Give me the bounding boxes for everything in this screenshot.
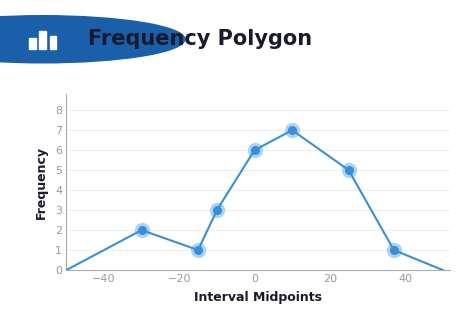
- Y-axis label: Frequency: Frequency: [35, 146, 48, 219]
- X-axis label: Interval Midpoints: Interval Midpoints: [194, 291, 322, 304]
- Bar: [29, 39, 36, 49]
- Circle shape: [0, 16, 185, 63]
- Bar: [39, 31, 46, 49]
- Text: Frequency Polygon: Frequency Polygon: [88, 29, 312, 49]
- Bar: [50, 36, 56, 49]
